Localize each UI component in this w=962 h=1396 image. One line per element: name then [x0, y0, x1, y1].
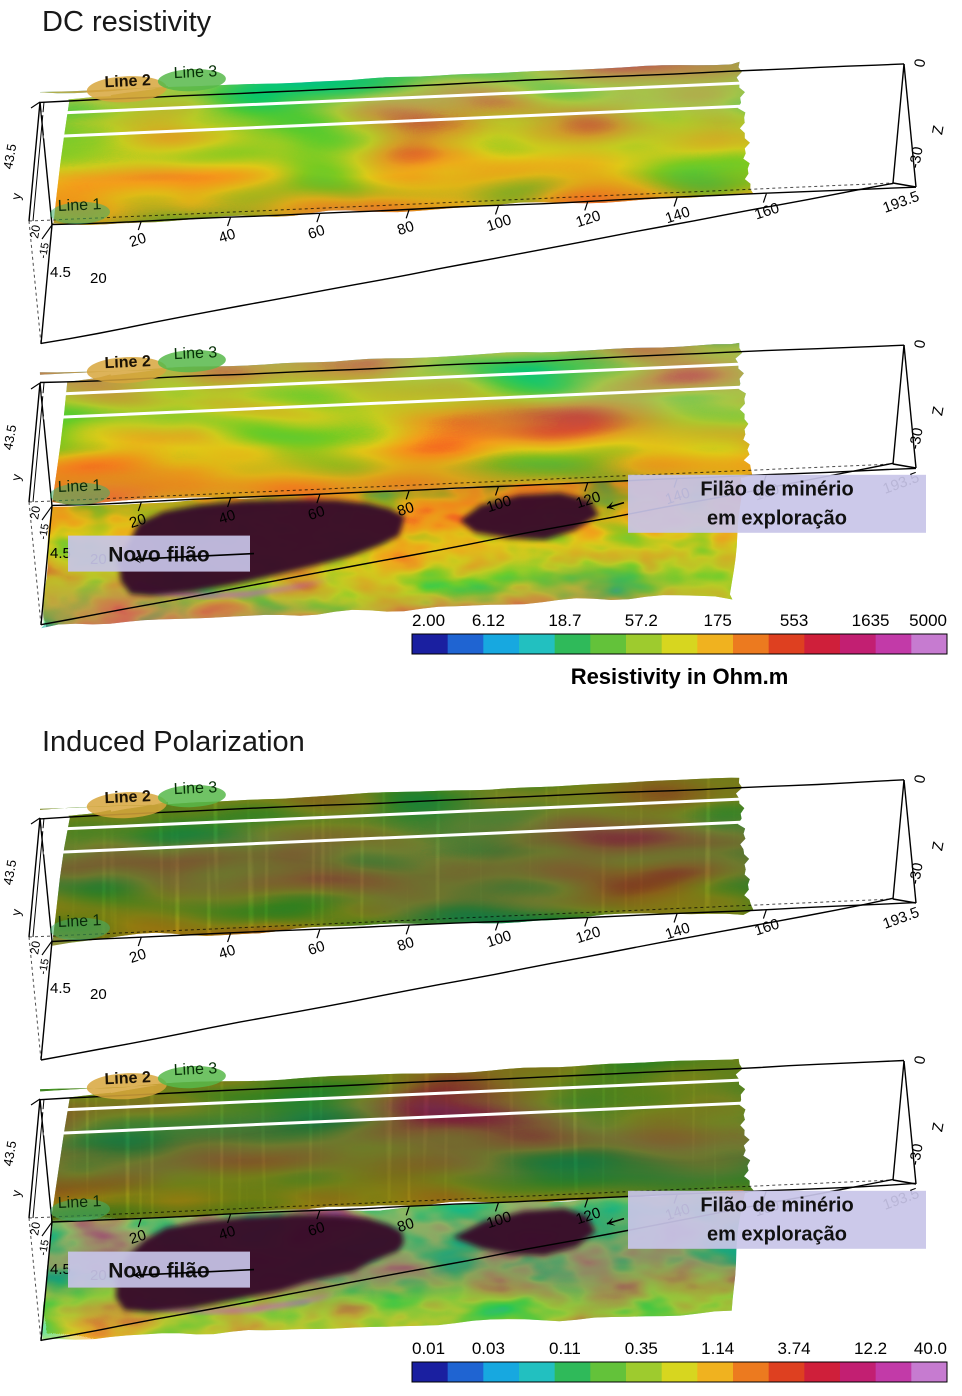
- svg-text:20: 20: [90, 270, 107, 287]
- svg-text:140: 140: [663, 919, 692, 943]
- svg-text:80: 80: [395, 934, 416, 955]
- svg-text:80: 80: [395, 218, 416, 239]
- svg-text:y: y: [8, 1188, 24, 1197]
- svg-text:160: 160: [752, 916, 781, 940]
- svg-text:6.12: 6.12: [472, 611, 505, 630]
- svg-text:Line 2: Line 2: [104, 788, 151, 807]
- svg-text:-30: -30: [906, 861, 927, 885]
- svg-text:Chargeability in mV/V: Chargeability in mV/V: [566, 1392, 792, 1396]
- svg-text:175: 175: [704, 611, 732, 630]
- svg-text:2.00: 2.00: [412, 611, 445, 630]
- svg-text:Line 3: Line 3: [173, 1060, 217, 1079]
- svg-text:20: 20: [27, 505, 43, 521]
- svg-text:em exploração: em exploração: [707, 1224, 847, 1246]
- svg-text:Resistivity in Ohm.m: Resistivity in Ohm.m: [571, 664, 789, 689]
- svg-text:40: 40: [217, 942, 238, 963]
- svg-text:Line 1: Line 1: [57, 912, 101, 931]
- svg-text:20: 20: [127, 946, 148, 967]
- svg-text:120: 120: [574, 207, 603, 231]
- svg-text:4.5: 4.5: [50, 545, 71, 562]
- svg-text:Line 2: Line 2: [104, 1069, 151, 1088]
- svg-text:20: 20: [27, 940, 43, 956]
- svg-text:Novo filão: Novo filão: [108, 544, 210, 567]
- svg-text:140: 140: [663, 203, 692, 227]
- svg-text:12.2: 12.2: [854, 1339, 887, 1358]
- svg-text:5000: 5000: [909, 611, 947, 630]
- svg-text:60: 60: [306, 222, 327, 243]
- svg-text:Line 3: Line 3: [173, 344, 217, 363]
- svg-text:0.11: 0.11: [549, 1339, 581, 1358]
- svg-text:Filão de minério: Filão de minério: [700, 479, 853, 501]
- svg-text:-30: -30: [906, 1142, 927, 1166]
- svg-text:40.0: 40.0: [914, 1339, 947, 1358]
- svg-text:1635: 1635: [852, 611, 890, 630]
- svg-text:193.5: 193.5: [881, 904, 922, 933]
- svg-text:Z: Z: [929, 840, 947, 852]
- svg-text:20: 20: [27, 224, 43, 240]
- svg-text:20: 20: [127, 230, 148, 251]
- svg-text:-30: -30: [906, 145, 927, 169]
- svg-text:100: 100: [484, 927, 513, 951]
- svg-text:3.74: 3.74: [778, 1339, 811, 1358]
- svg-text:Filão de minério: Filão de minério: [700, 1195, 853, 1217]
- svg-text:43.5: 43.5: [0, 424, 19, 452]
- svg-text:0: 0: [911, 339, 929, 350]
- svg-text:1.14: 1.14: [701, 1339, 734, 1358]
- svg-text:553: 553: [780, 611, 808, 630]
- svg-text:57.2: 57.2: [625, 611, 658, 630]
- svg-text:Line 1: Line 1: [57, 477, 101, 496]
- svg-text:Line 2: Line 2: [104, 72, 151, 91]
- svg-text:4.5: 4.5: [50, 264, 71, 281]
- svg-text:y: y: [8, 907, 24, 916]
- svg-text:Z: Z: [929, 1121, 947, 1133]
- svg-text:0.35: 0.35: [625, 1339, 658, 1358]
- svg-text:60: 60: [306, 938, 327, 959]
- svg-text:0.03: 0.03: [472, 1339, 505, 1358]
- svg-text:18.7: 18.7: [548, 611, 581, 630]
- svg-text:193.5: 193.5: [881, 188, 922, 217]
- svg-text:4.5: 4.5: [50, 980, 71, 997]
- svg-text:160: 160: [752, 200, 781, 224]
- svg-text:Line 1: Line 1: [57, 196, 101, 215]
- svg-text:em exploração: em exploração: [707, 508, 847, 530]
- svg-text:20: 20: [27, 1221, 43, 1237]
- svg-text:0: 0: [911, 1055, 929, 1066]
- svg-text:20: 20: [90, 986, 107, 1003]
- svg-text:-30: -30: [906, 426, 927, 450]
- svg-text:100: 100: [484, 211, 513, 235]
- svg-text:43.5: 43.5: [0, 143, 19, 171]
- svg-text:Z: Z: [929, 124, 947, 136]
- svg-text:y: y: [8, 191, 24, 200]
- svg-text:0: 0: [911, 774, 929, 785]
- svg-text:120: 120: [574, 923, 603, 947]
- svg-text:Line 1: Line 1: [57, 1193, 101, 1212]
- svg-text:Z: Z: [929, 405, 947, 417]
- svg-text:Line 3: Line 3: [173, 779, 217, 798]
- svg-text:43.5: 43.5: [0, 1140, 19, 1168]
- svg-text:43.5: 43.5: [0, 859, 19, 887]
- svg-text:Line 2: Line 2: [104, 353, 151, 372]
- svg-text:0.01: 0.01: [412, 1339, 445, 1358]
- svg-text:y: y: [8, 472, 24, 481]
- svg-text:4.5: 4.5: [50, 1261, 71, 1278]
- svg-text:40: 40: [217, 226, 238, 247]
- svg-text:Line 3: Line 3: [173, 63, 217, 82]
- svg-text:0: 0: [911, 58, 929, 69]
- svg-text:Novo filão: Novo filão: [108, 1260, 210, 1283]
